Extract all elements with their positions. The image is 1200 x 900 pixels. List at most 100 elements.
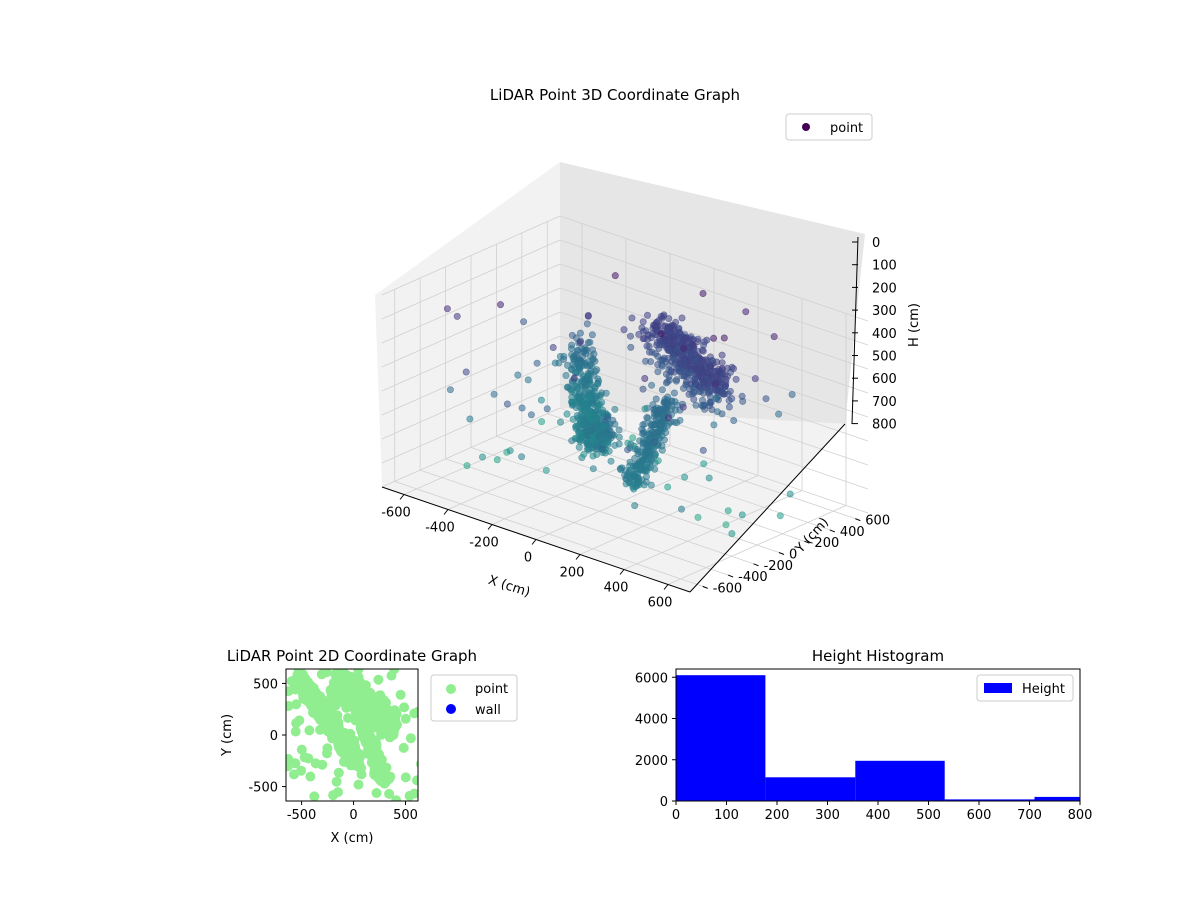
scatter-point-3d — [586, 338, 594, 346]
scatter-point-3d — [704, 388, 712, 396]
scatter-point-3d — [676, 359, 684, 367]
y-tick-label-hist: 0 — [660, 795, 668, 810]
scatter-point-3d — [583, 320, 591, 328]
scatter-point-3d — [665, 315, 673, 323]
scatter-point-2d — [313, 690, 324, 701]
x-tick-label-hist: 100 — [714, 808, 739, 823]
grid-line-h-left — [381, 287, 561, 368]
histogram-bar — [676, 675, 766, 801]
scatter-point-3d — [462, 368, 470, 376]
scatter-point-2d — [399, 702, 410, 713]
y-tick-label-hist: 2000 — [635, 754, 668, 769]
y-tick — [804, 540, 810, 544]
scatter-point-3d — [643, 467, 651, 475]
scatter-point-3d — [669, 333, 677, 341]
scatter-point-3d — [588, 346, 596, 354]
scatter-point-2d — [309, 791, 320, 801]
scatter-point-3d — [506, 447, 514, 455]
scatter-point-3d — [705, 474, 713, 482]
scatter-point-3d — [657, 330, 665, 338]
ticks-2d: -500 0 500 -500 0 500 — [248, 677, 417, 823]
scatter-point-2d — [299, 688, 310, 699]
scatter-point-3d — [658, 386, 666, 394]
scatter-point-3d — [739, 397, 747, 405]
scatter-point-3d — [556, 418, 564, 426]
scatter-point-3d — [679, 384, 687, 392]
scatter-point-3d — [697, 387, 705, 395]
points-2d — [286, 669, 418, 801]
scatter-point-2d — [286, 701, 294, 711]
scatter-point-2d — [382, 720, 393, 731]
legend-histogram-box — [976, 674, 1074, 702]
y-tick — [753, 563, 759, 567]
scatter-point-3d — [615, 426, 623, 434]
pane-floor — [382, 408, 845, 592]
scatter-point-2d — [357, 681, 368, 692]
x-tick-label-2d: 0 — [349, 808, 357, 823]
scatter-point-2d — [373, 701, 384, 712]
scatter-point-3d — [575, 394, 583, 402]
scatter-point-2d — [371, 788, 382, 798]
scatter-point-2d — [389, 705, 400, 716]
x-tick — [531, 539, 537, 545]
scatter-point-2d — [384, 788, 395, 799]
points-3d — [443, 272, 796, 538]
pane-left-wall — [375, 162, 560, 487]
scatter-point-3d — [580, 450, 588, 458]
scatter-point-3d — [775, 410, 783, 418]
scatter-point-2d — [337, 747, 348, 758]
scatter-point-2d — [362, 748, 373, 759]
y-tick-label: 200 — [814, 536, 839, 551]
scatter-point-3d — [572, 404, 580, 412]
scatter-point-2d — [329, 731, 340, 742]
grid-line-h-back — [559, 239, 869, 346]
scatter-point-2d — [331, 776, 342, 787]
legend-3d-label-point: point — [830, 121, 863, 136]
x-tick-label-hist: 0 — [672, 808, 680, 823]
y-tick — [855, 518, 861, 522]
x-tick-label-hist: 600 — [967, 808, 992, 823]
scatter-point-3d — [588, 331, 596, 339]
scatter-point-2d — [353, 669, 364, 675]
scatter-point-3d — [700, 369, 708, 377]
scatter-point-2d — [290, 758, 301, 769]
scatter-point-3d — [591, 357, 599, 365]
x-tick-label: 600 — [648, 596, 673, 611]
scatter-point-3d — [648, 381, 656, 389]
scatter-point-3d — [689, 377, 697, 385]
x-tick-label: 400 — [604, 581, 629, 596]
histogram-bar — [1034, 796, 1080, 801]
scatter-point-3d — [658, 362, 666, 370]
scatter-point-3d — [677, 367, 685, 375]
y-tick-label-2d: -500 — [248, 781, 278, 796]
x-tick-label: -400 — [425, 521, 455, 536]
scatter-point-3d — [584, 311, 592, 319]
scatter-point-3d — [643, 342, 651, 350]
scatter-point-3d — [652, 322, 660, 330]
scatter-point-2d — [389, 669, 400, 675]
grid-line-y — [470, 447, 780, 553]
scatter-point-3d — [718, 410, 726, 418]
legend-histogram-swatch — [984, 683, 1012, 693]
legend-3d: point — [785, 113, 873, 141]
scatter-point-3d — [670, 389, 678, 397]
legend-2d-label-point: point — [475, 682, 508, 697]
scatter-point-3d — [652, 415, 660, 423]
x-tick — [443, 509, 449, 515]
scatter-point-3d — [678, 352, 686, 360]
scatter-point-3d — [478, 453, 486, 461]
y-axis-label-2d: Y (cm) — [220, 714, 235, 757]
scatter-point-3d — [624, 446, 632, 454]
scatter-point-3d — [572, 423, 580, 431]
scatter-point-3d — [617, 466, 625, 474]
y-tick-label-2d: 500 — [253, 677, 278, 692]
scatter-point-3d — [728, 395, 736, 403]
scatter-point-2d — [294, 715, 305, 726]
legend-histogram: Height — [976, 674, 1074, 702]
scatter-point-3d — [587, 427, 595, 435]
scatter-point-3d — [576, 338, 584, 346]
scatter-point-2d — [296, 678, 307, 689]
scatter-point-3d — [694, 513, 702, 521]
scatter-point-3d — [592, 438, 600, 446]
grid-line-h-back — [559, 263, 869, 370]
